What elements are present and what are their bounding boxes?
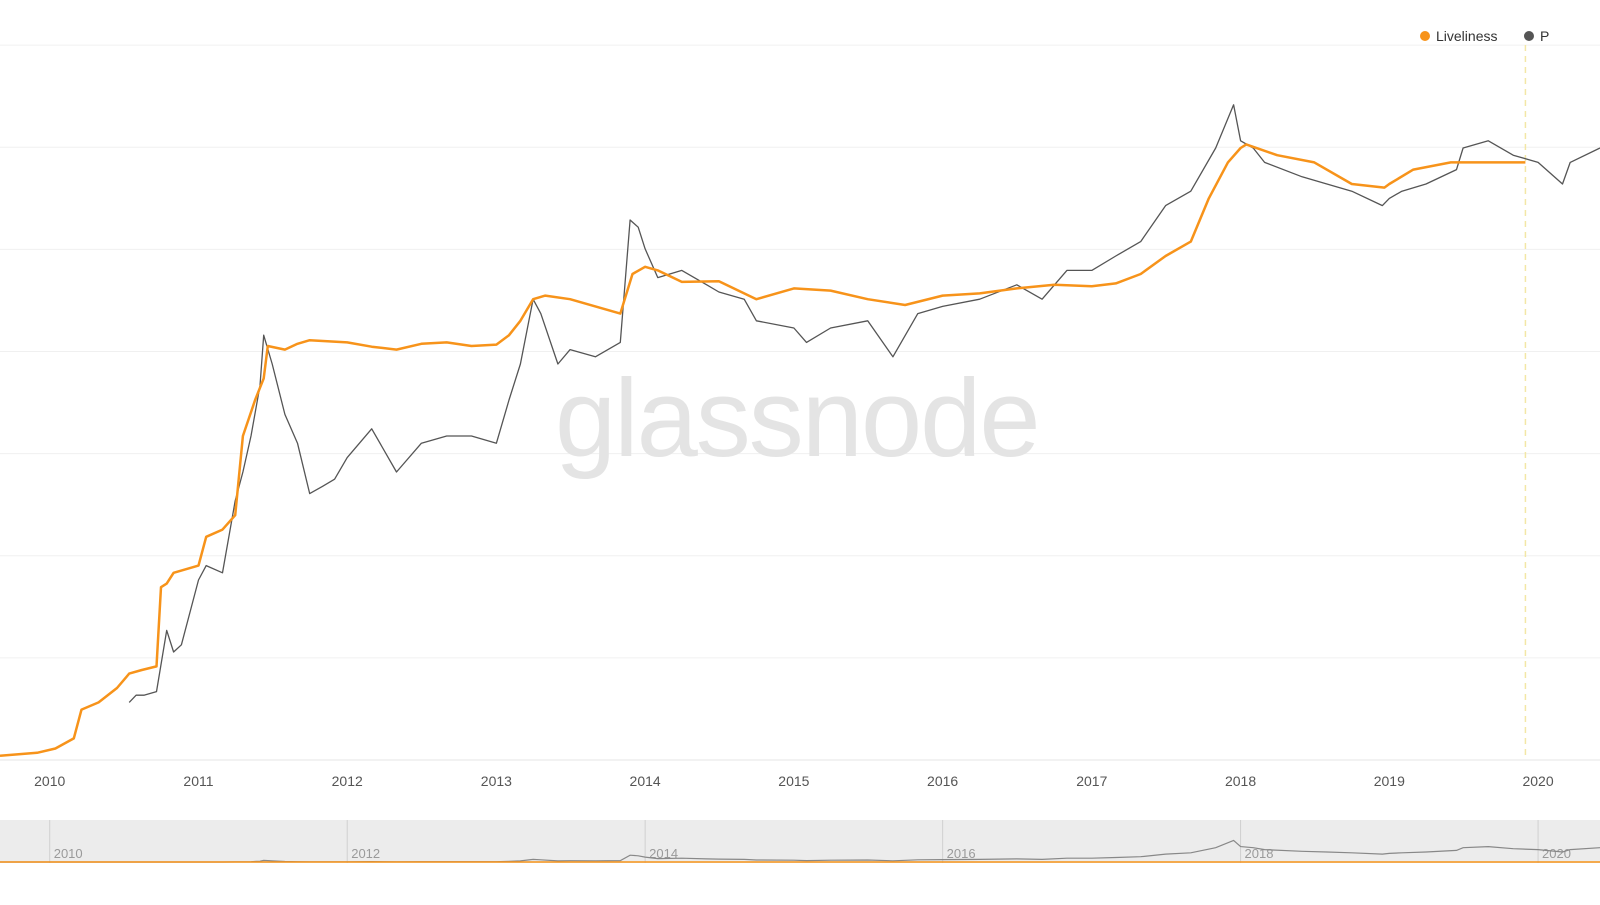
- x-tick-label: 2010: [34, 773, 65, 789]
- x-axis-ticks: 2010 2011 2012 2013 2014 2015 2016 2017 2018 2019…: [34, 773, 1554, 789]
- legend-label: Liveliness: [1436, 28, 1498, 44]
- x-tick-label: 2018: [1225, 773, 1256, 789]
- x-tick-label: 2019: [1374, 773, 1405, 789]
- x-tick-label: 2017: [1076, 773, 1107, 789]
- legend-label: P: [1539, 28, 1550, 44]
- series-line-liveliness: [0, 143, 1526, 757]
- x-tick-label: 2013: [481, 773, 512, 789]
- x-tick-label: 2016: [927, 773, 958, 789]
- navigator-tick-label: 2020: [1542, 846, 1571, 861]
- navigator-labels: 2010 2012 2014 2016 2018 2020: [49, 820, 1571, 863]
- x-tick-label: 2020: [1522, 773, 1553, 789]
- series-line-p: [128, 104, 1600, 703]
- legend-dot-icon: [1523, 31, 1534, 41]
- navigator-tick-label: 2014: [649, 846, 678, 861]
- x-tick-label: 2011: [183, 773, 213, 789]
- legend-item-p[interactable]: P: [1523, 28, 1550, 44]
- legend: Liveliness P: [1420, 28, 1600, 50]
- navigator-tick-label: 2012: [351, 846, 380, 861]
- range-navigator[interactable]: 2010 2012 2014 2016 2018 2020: [0, 820, 1600, 863]
- legend-dot-icon: [1420, 31, 1430, 41]
- x-tick-label: 2014: [630, 773, 661, 789]
- navigator-tick-label: 2010: [54, 846, 83, 861]
- navigator-tick-label: 2016: [947, 846, 976, 861]
- navigator-background[interactable]: [0, 820, 1600, 863]
- gridlines: [0, 44, 1600, 761]
- legend-item-liveliness[interactable]: Liveliness: [1420, 28, 1497, 44]
- x-tick-label: 2012: [332, 773, 363, 789]
- x-tick-label: 2015: [778, 773, 809, 789]
- series-group: [0, 104, 1600, 757]
